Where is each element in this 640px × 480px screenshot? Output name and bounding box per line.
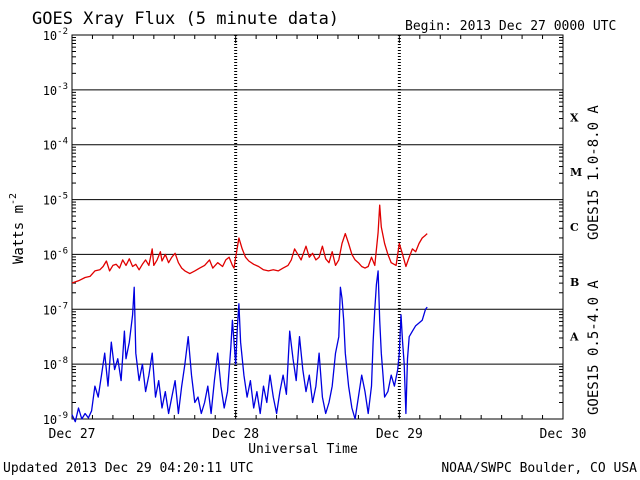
series-line-short-channel: [71, 270, 428, 423]
flare-class-label: X: [570, 111, 579, 124]
footer-credit: NOAA/SWPC Boulder, CO USA: [441, 461, 637, 476]
footer-updated: Updated 2013 Dec 29 04:20:11 UTC: [3, 461, 253, 476]
y-tick-label-exp: -2: [57, 27, 68, 37]
y-axis-label: Watts m-2: [8, 193, 27, 264]
flare-class-label: A: [569, 331, 579, 344]
y-tick-label-base: 10: [43, 358, 57, 372]
y-tick-label: 10-2: [43, 27, 68, 43]
y-tick-label-base: 10: [43, 84, 57, 98]
y-axis-label-main: Watts m: [11, 205, 27, 264]
x-axis-label: Universal Time: [248, 442, 358, 457]
flare-class-label: B: [570, 276, 579, 289]
y-tick-label-base: 10: [43, 303, 57, 317]
y-tick-label: 10-9: [43, 411, 68, 427]
y-tick-label: 10-4: [43, 137, 68, 153]
x-tick-label: Dec 27: [49, 427, 96, 442]
x-tick-label: Dec 30: [540, 427, 587, 442]
y-tick-label-exp: -7: [57, 301, 68, 311]
x-tick-label: Dec 29: [376, 427, 423, 442]
y-tick-label-exp: -3: [57, 82, 68, 92]
y-tick-label-base: 10: [43, 194, 57, 208]
flare-class-label: M: [570, 166, 582, 179]
y-tick-label: 10-5: [43, 192, 68, 208]
flare-class-label: C: [570, 221, 579, 234]
y-tick-label-exp: -5: [57, 192, 68, 202]
y-tick-label-exp: -4: [57, 137, 68, 147]
chart-title: GOES Xray Flux (5 minute data): [32, 9, 339, 29]
y-axis-label-sup: -2: [8, 193, 19, 205]
series-label-short-channel: GOES15 0.5-4.0 A: [586, 280, 602, 415]
y-tick-label-base: 10: [43, 248, 57, 262]
series-line-long-channel: [71, 204, 428, 284]
x-tick-label: Dec 28: [212, 427, 259, 442]
y-tick-label: 10-3: [43, 82, 68, 98]
y-tick-label-exp: -9: [57, 411, 68, 421]
y-tick-label: 10-8: [43, 356, 68, 372]
y-tick-label: 10-7: [43, 301, 68, 317]
begin-label: Begin: 2013 Dec 27 0000 UTC: [405, 19, 616, 34]
y-tick-label-exp: -8: [57, 356, 68, 366]
y-tick-label-base: 10: [43, 413, 57, 427]
y-tick-label-exp: -6: [57, 246, 68, 256]
series-label-long-channel: GOES15 1.0-8.0 A: [586, 105, 602, 240]
y-tick-label-base: 10: [43, 139, 57, 153]
y-tick-label: 10-6: [43, 246, 68, 262]
y-tick-label-base: 10: [43, 29, 57, 43]
